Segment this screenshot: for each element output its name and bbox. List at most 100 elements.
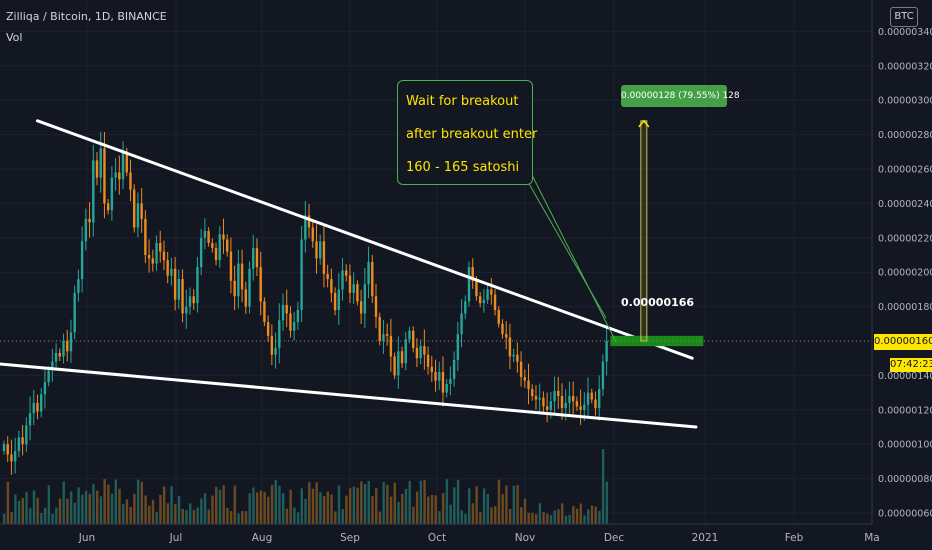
volume-bar: [352, 486, 356, 524]
candle-body: [226, 239, 229, 252]
volume-bar: [572, 506, 575, 524]
volume-bar: [14, 494, 17, 524]
volume-bar: [122, 504, 125, 524]
time-tick-label: Jul: [169, 532, 183, 544]
volume-bar: [508, 508, 512, 524]
volume-bar: [62, 481, 65, 524]
candle-body: [490, 289, 493, 295]
candle-body: [594, 399, 597, 409]
candle-body: [393, 356, 396, 376]
note-line-3: 160 - 165 satoshi: [406, 160, 520, 175]
candle-body: [281, 304, 285, 321]
volume-bar: [192, 509, 196, 524]
volume-bar: [136, 479, 140, 524]
candle-body: [337, 289, 340, 311]
candle-body: [21, 437, 24, 445]
volume-bar: [32, 490, 36, 524]
volume-bar: [170, 486, 173, 524]
candle-body: [211, 242, 214, 249]
candle-body: [460, 313, 463, 335]
volume-bar: [207, 509, 210, 524]
volume-bar: [575, 508, 579, 524]
volume-bar: [568, 514, 571, 524]
candle-body: [289, 313, 292, 331]
drawings: [0, 119, 872, 429]
volume-bar: [330, 494, 333, 524]
currency-button[interactable]: BTC: [890, 7, 918, 27]
price-tick-label: 0.00000060: [878, 509, 932, 520]
volume-bar: [404, 488, 408, 524]
volume-bar: [151, 499, 155, 524]
candle-body: [363, 284, 367, 314]
volume-bar: [542, 512, 545, 524]
volume-bar: [296, 512, 300, 524]
candle-body: [493, 294, 497, 311]
candle-body: [378, 316, 381, 341]
candle-body: [147, 255, 151, 259]
volume-bar: [196, 507, 199, 524]
candle-body: [359, 301, 363, 314]
volume-bar: [107, 484, 110, 524]
candle-body: [40, 394, 43, 412]
time-tick-label: 2021: [692, 532, 719, 544]
candle-body: [601, 361, 605, 390]
price-annotation: 0.00000166: [621, 296, 695, 309]
volume-bar: [326, 491, 330, 524]
volume-bar: [99, 496, 103, 524]
volume-bar: [386, 484, 389, 524]
candle-body: [285, 304, 288, 314]
candle-body: [501, 323, 504, 335]
candle-body: [341, 270, 344, 290]
note-pointer: [531, 174, 617, 343]
candle-body: [512, 354, 515, 357]
annotation-note[interactable]: Wait for breakout after breakout enter 1…: [397, 80, 537, 185]
volume-bar: [148, 505, 151, 524]
candle-body: [397, 351, 400, 376]
time-tick-label: Dec: [604, 532, 625, 544]
candle-body: [557, 390, 560, 397]
volume-bar: [203, 493, 207, 524]
volume-bar: [159, 494, 162, 524]
candle-body: [170, 268, 173, 276]
candle-body: [17, 437, 21, 452]
price-tick-label: 0.00000300: [878, 96, 932, 107]
volume-bar: [375, 488, 378, 524]
candle-body: [419, 346, 422, 359]
candle-body: [25, 425, 28, 445]
volume-bar: [3, 514, 6, 524]
volume-bar: [96, 490, 99, 524]
candle-body: [73, 292, 76, 333]
lower-trendline: [0, 362, 698, 429]
volume-bar: [501, 494, 504, 524]
volume-bar: [341, 509, 344, 524]
candle-body: [203, 230, 207, 238]
candle-body: [352, 284, 355, 293]
volume-bar: [601, 449, 605, 524]
volume-bar: [162, 486, 166, 524]
candle-body: [586, 392, 590, 405]
candle-body: [605, 341, 608, 362]
candle-body: [389, 335, 393, 357]
volume-bar: [200, 498, 203, 524]
candle-body: [315, 241, 318, 259]
candle-body: [523, 377, 526, 381]
volume-bar: [226, 508, 229, 524]
price-tick-label: 0.00000140: [878, 371, 932, 382]
volume-bar: [557, 509, 560, 524]
candle-body: [531, 389, 534, 397]
volume-bar: [43, 507, 47, 524]
candle-body: [467, 267, 471, 302]
candle-body: [549, 401, 553, 410]
time-tick-label: Oct: [428, 532, 446, 544]
candle-body: [382, 334, 385, 341]
candle-body: [84, 218, 88, 242]
measure-label: 0.00000128 (79.55%) 128: [621, 85, 740, 107]
volume-bar: [449, 504, 452, 524]
candles: [2, 131, 608, 475]
candle-body: [43, 382, 47, 395]
volume-bar: [583, 515, 586, 524]
volume-bar: [218, 489, 222, 524]
candle-body: [404, 339, 407, 364]
volume-bar: [434, 495, 437, 524]
